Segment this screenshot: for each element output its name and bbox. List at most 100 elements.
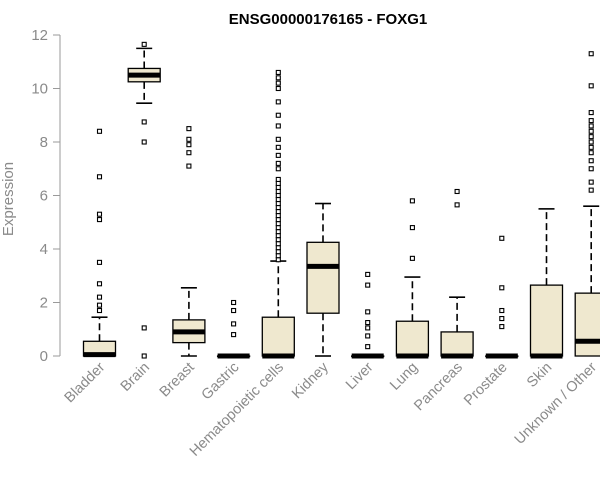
outlier-point bbox=[409, 225, 415, 231]
outlier-point bbox=[588, 134, 594, 140]
outlier-point bbox=[275, 160, 281, 166]
box-body bbox=[261, 316, 295, 357]
outlier-point bbox=[275, 69, 281, 75]
outlier-point bbox=[275, 253, 281, 259]
box-brain bbox=[127, 41, 161, 359]
x-category-label: Gastric bbox=[199, 360, 243, 404]
outlier-point bbox=[454, 202, 460, 208]
outlier-point bbox=[275, 196, 281, 203]
plot-area bbox=[82, 41, 600, 359]
outlier-point bbox=[96, 294, 103, 300]
box-unknown-other bbox=[574, 51, 600, 357]
outlier-point bbox=[275, 200, 281, 207]
outlier-point bbox=[275, 180, 281, 187]
outlier-point bbox=[499, 324, 505, 330]
box-breast bbox=[172, 126, 206, 357]
y-axis-label: Expression bbox=[0, 162, 17, 236]
outlier-point bbox=[186, 126, 192, 132]
y-axis: 0 2 4 6 8 10 12 bbox=[31, 27, 61, 365]
outlier-point bbox=[588, 179, 594, 185]
chart-title: ENSG00000176165 - FOXG1 bbox=[229, 11, 427, 28]
box-body bbox=[306, 241, 340, 314]
box-pancreas bbox=[440, 188, 474, 359]
outlier-point bbox=[96, 217, 103, 223]
outlier-point bbox=[275, 241, 281, 247]
outlier-point bbox=[275, 152, 281, 158]
outlier-point bbox=[588, 187, 594, 193]
outlier-point bbox=[588, 128, 594, 134]
y-tick-label: 2 bbox=[40, 295, 48, 312]
outlier-point bbox=[499, 315, 505, 322]
outlier-point bbox=[275, 249, 281, 255]
box-lung bbox=[395, 198, 430, 359]
outlier-point bbox=[186, 150, 192, 156]
outlier-point bbox=[186, 142, 192, 148]
box-body bbox=[440, 331, 474, 357]
outlier-point bbox=[275, 225, 281, 231]
outlier-point bbox=[275, 144, 281, 150]
outlier-point bbox=[365, 333, 371, 339]
outlier-point bbox=[275, 123, 281, 129]
box-body bbox=[529, 284, 564, 357]
outlier-point bbox=[96, 174, 103, 180]
outlier-point bbox=[186, 163, 192, 169]
outlier-point bbox=[365, 282, 371, 288]
x-category-label: Bladder bbox=[62, 359, 109, 406]
x-category-label: Unknown / Other bbox=[512, 359, 600, 447]
outlier-point bbox=[96, 281, 103, 287]
x-category-label: Lung bbox=[387, 360, 421, 394]
outlier-point bbox=[275, 80, 281, 86]
outlier-point bbox=[275, 176, 281, 182]
y-tick-label: 0 bbox=[40, 348, 48, 365]
outlier-point bbox=[231, 307, 237, 314]
outlier-point bbox=[275, 192, 281, 199]
outlier-point bbox=[275, 221, 281, 227]
outlier-point bbox=[141, 119, 147, 125]
x-category-label: Skin bbox=[524, 360, 555, 391]
outlier-point bbox=[96, 259, 103, 265]
outlier-point bbox=[275, 136, 281, 142]
outlier-point bbox=[499, 307, 505, 314]
outlier-point bbox=[231, 299, 237, 306]
outlier-point bbox=[141, 325, 147, 331]
outlier-point bbox=[588, 51, 594, 57]
outlier-point bbox=[275, 75, 281, 81]
x-category-label: Breast bbox=[157, 360, 198, 401]
outlier-point bbox=[499, 235, 505, 241]
outlier-point bbox=[365, 320, 371, 326]
outlier-point bbox=[231, 332, 237, 338]
outlier-point bbox=[96, 128, 103, 134]
outlier-point bbox=[275, 213, 281, 219]
y-tick-label: 4 bbox=[40, 241, 48, 258]
outlier-point bbox=[275, 204, 281, 211]
box-body bbox=[574, 292, 600, 357]
x-category-label: Liver bbox=[343, 359, 377, 393]
outlier-point bbox=[141, 353, 147, 359]
outlier-point bbox=[588, 118, 594, 124]
box-liver bbox=[351, 271, 385, 359]
box-kidney bbox=[306, 202, 340, 357]
outlier-point bbox=[588, 158, 594, 164]
outlier-point bbox=[141, 139, 147, 145]
box-bladder bbox=[82, 128, 117, 358]
outlier-point bbox=[275, 233, 281, 239]
outlier-point bbox=[96, 307, 103, 314]
outlier-point bbox=[275, 184, 281, 191]
x-category-label: Pancreas bbox=[411, 360, 466, 415]
outlier-point bbox=[275, 112, 281, 118]
outlier-point bbox=[499, 285, 505, 291]
x-category-label: Kidney bbox=[289, 359, 332, 402]
outlier-point bbox=[275, 85, 281, 92]
outlier-point bbox=[231, 321, 237, 327]
outlier-point bbox=[365, 344, 371, 350]
outlier-point bbox=[275, 166, 281, 172]
outlier-point bbox=[275, 209, 281, 215]
outlier-point bbox=[186, 136, 192, 142]
box-skin bbox=[529, 208, 564, 359]
box-body bbox=[395, 320, 430, 357]
x-category-label: Prostate bbox=[461, 360, 510, 409]
box-gastric bbox=[216, 299, 251, 359]
outlier-point bbox=[275, 188, 281, 195]
